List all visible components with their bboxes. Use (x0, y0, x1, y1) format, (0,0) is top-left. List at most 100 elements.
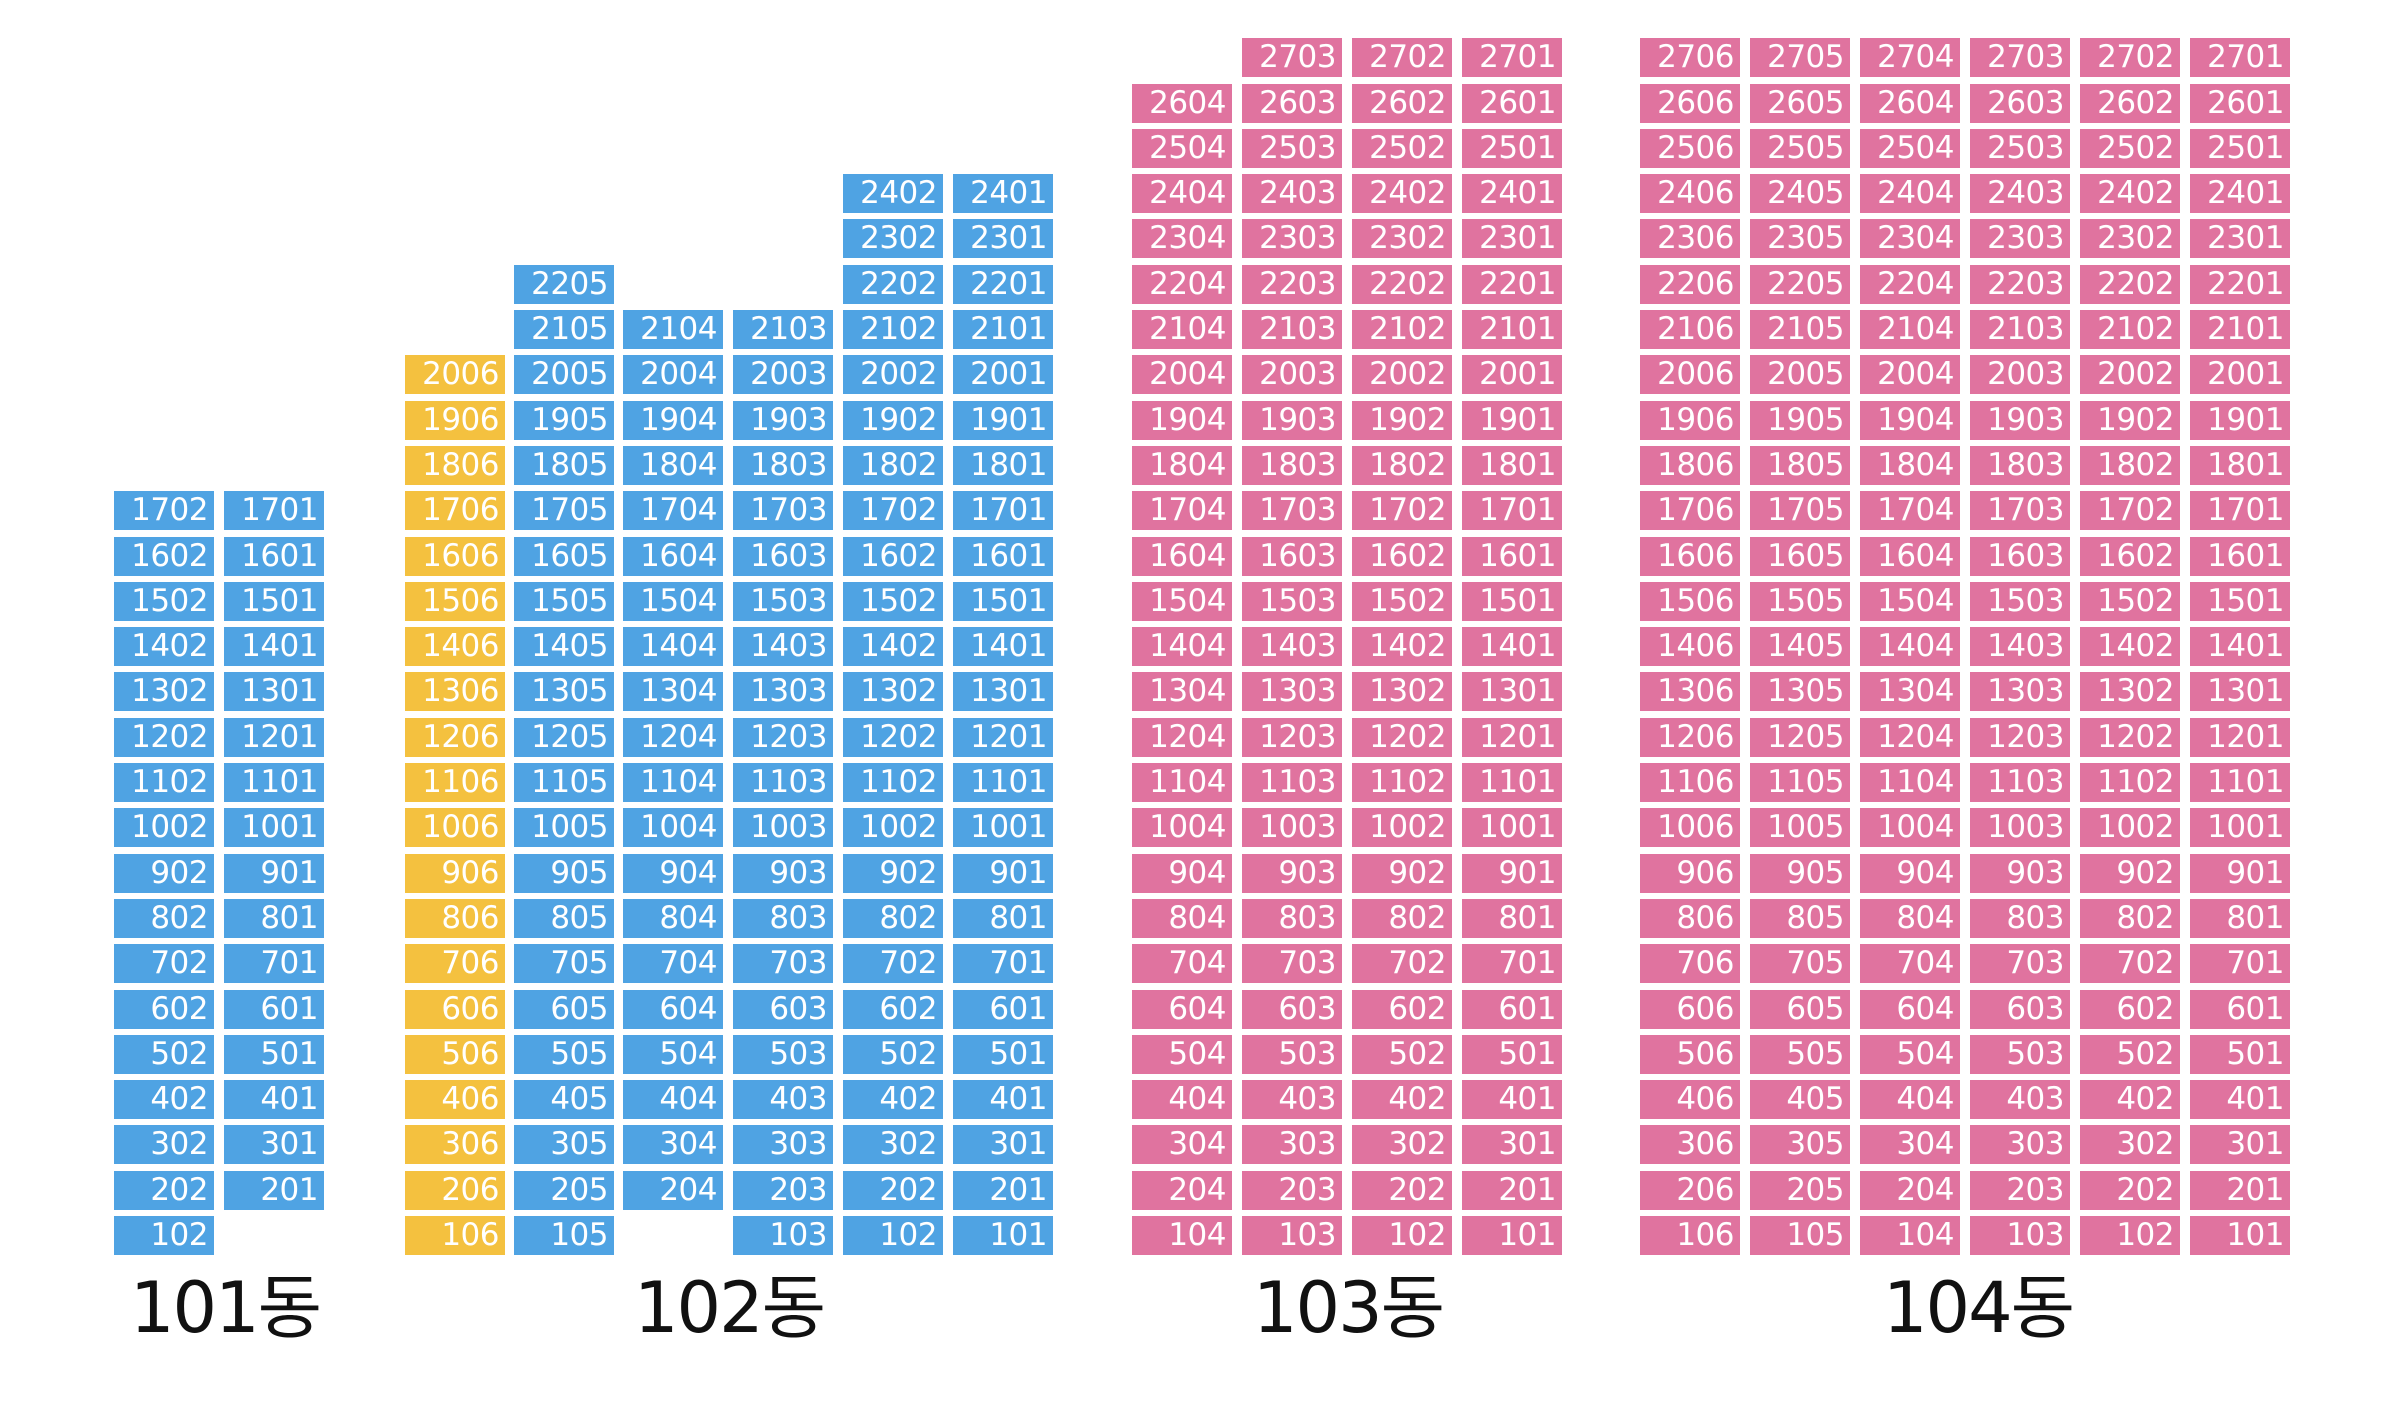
unit-1802: 1802 (2080, 446, 2180, 485)
unit-1602: 1602 (114, 537, 214, 576)
unit-2602: 2602 (1352, 84, 1452, 123)
unit-601: 601 (1462, 990, 1562, 1029)
unit-905: 905 (514, 854, 614, 893)
unit-1705: 1705 (514, 491, 614, 530)
unit-903: 903 (733, 854, 833, 893)
unit-101: 101 (2190, 1216, 2290, 1255)
unit-2004: 2004 (623, 355, 723, 394)
unit-1904: 1904 (1132, 401, 1232, 440)
unit-1104: 1104 (623, 763, 723, 802)
unit-2006: 2006 (405, 355, 505, 394)
unit-2103: 2103 (1242, 310, 1342, 349)
unit-1304: 1304 (623, 672, 723, 711)
unit-404: 404 (1860, 1080, 1960, 1119)
building-label-101: 101동 (130, 1267, 322, 1349)
unit-101: 101 (1462, 1216, 1562, 1255)
unit-405: 405 (1750, 1080, 1850, 1119)
unit-1402: 1402 (843, 627, 943, 666)
unit-2204: 2204 (1132, 265, 1232, 304)
unit-503: 503 (733, 1035, 833, 1074)
unit-803: 803 (1970, 899, 2070, 938)
unit-1606: 1606 (405, 537, 505, 576)
unit-304: 304 (1860, 1125, 1960, 1164)
building-label-102: 102동 (634, 1267, 826, 1349)
unit-1801: 1801 (2190, 446, 2290, 485)
unit-2701: 2701 (2190, 38, 2290, 77)
unit-1204: 1204 (623, 718, 723, 757)
unit-2001: 2001 (2190, 355, 2290, 394)
unit-401: 401 (953, 1080, 1053, 1119)
unit-205: 205 (514, 1171, 614, 1210)
unit-2604: 2604 (1132, 84, 1232, 123)
unit-1704: 1704 (1860, 491, 1960, 530)
unit-2204: 2204 (1860, 265, 1960, 304)
unit-2403: 2403 (1970, 174, 2070, 213)
unit-1901: 1901 (953, 401, 1053, 440)
unit-401: 401 (2190, 1080, 2290, 1119)
unit-2005: 2005 (1750, 355, 1850, 394)
unit-303: 303 (733, 1125, 833, 1164)
unit-2404: 2404 (1132, 174, 1232, 213)
unit-1302: 1302 (843, 672, 943, 711)
unit-102: 102 (843, 1216, 943, 1255)
unit-1403: 1403 (733, 627, 833, 666)
unit-1904: 1904 (1860, 401, 1960, 440)
unit-606: 606 (1640, 990, 1740, 1029)
unit-1906: 1906 (405, 401, 505, 440)
unit-1805: 1805 (514, 446, 614, 485)
unit-2203: 2203 (1242, 265, 1342, 304)
unit-2605: 2605 (1750, 84, 1850, 123)
unit-2202: 2202 (1352, 265, 1452, 304)
unit-502: 502 (2080, 1035, 2180, 1074)
unit-1506: 1506 (405, 582, 505, 621)
unit-105: 105 (1750, 1216, 1850, 1255)
unit-2306: 2306 (1640, 219, 1740, 258)
unit-2102: 2102 (843, 310, 943, 349)
unit-804: 804 (623, 899, 723, 938)
unit-1703: 1703 (1970, 491, 2070, 530)
unit-2304: 2304 (1860, 219, 1960, 258)
unit-2704: 2704 (1860, 38, 1960, 77)
unit-404: 404 (1132, 1080, 1232, 1119)
unit-1605: 1605 (514, 537, 614, 576)
unit-1202: 1202 (1352, 718, 1452, 757)
unit-603: 603 (1970, 990, 2070, 1029)
unit-701: 701 (224, 944, 324, 983)
unit-902: 902 (114, 854, 214, 893)
unit-102: 102 (2080, 1216, 2180, 1255)
unit-2404: 2404 (1860, 174, 1960, 213)
unit-1604: 1604 (623, 537, 723, 576)
unit-1604: 1604 (1860, 537, 1960, 576)
unit-501: 501 (2190, 1035, 2290, 1074)
unit-802: 802 (1352, 899, 1452, 938)
unit-1303: 1303 (733, 672, 833, 711)
unit-1402: 1402 (114, 627, 214, 666)
unit-1902: 1902 (1352, 401, 1452, 440)
unit-2002: 2002 (843, 355, 943, 394)
unit-206: 206 (405, 1171, 505, 1210)
unit-1602: 1602 (1352, 537, 1452, 576)
unit-1606: 1606 (1640, 537, 1740, 576)
unit-603: 603 (1242, 990, 1342, 1029)
unit-301: 301 (224, 1125, 324, 1164)
unit-1105: 1105 (514, 763, 614, 802)
unit-1102: 1102 (843, 763, 943, 802)
unit-1203: 1203 (1970, 718, 2070, 757)
unit-2001: 2001 (1462, 355, 1562, 394)
unit-1603: 1603 (1242, 537, 1342, 576)
unit-2305: 2305 (1750, 219, 1850, 258)
unit-901: 901 (224, 854, 324, 893)
unit-1306: 1306 (1640, 672, 1740, 711)
unit-1106: 1106 (1640, 763, 1740, 802)
unit-2502: 2502 (2080, 129, 2180, 168)
unit-1905: 1905 (1750, 401, 1850, 440)
unit-2202: 2202 (2080, 265, 2180, 304)
unit-703: 703 (1242, 944, 1342, 983)
unit-203: 203 (1970, 1171, 2070, 1210)
unit-1502: 1502 (843, 582, 943, 621)
unit-704: 704 (1860, 944, 1960, 983)
unit-1005: 1005 (514, 808, 614, 847)
unit-2401: 2401 (2190, 174, 2290, 213)
unit-305: 305 (514, 1125, 614, 1164)
